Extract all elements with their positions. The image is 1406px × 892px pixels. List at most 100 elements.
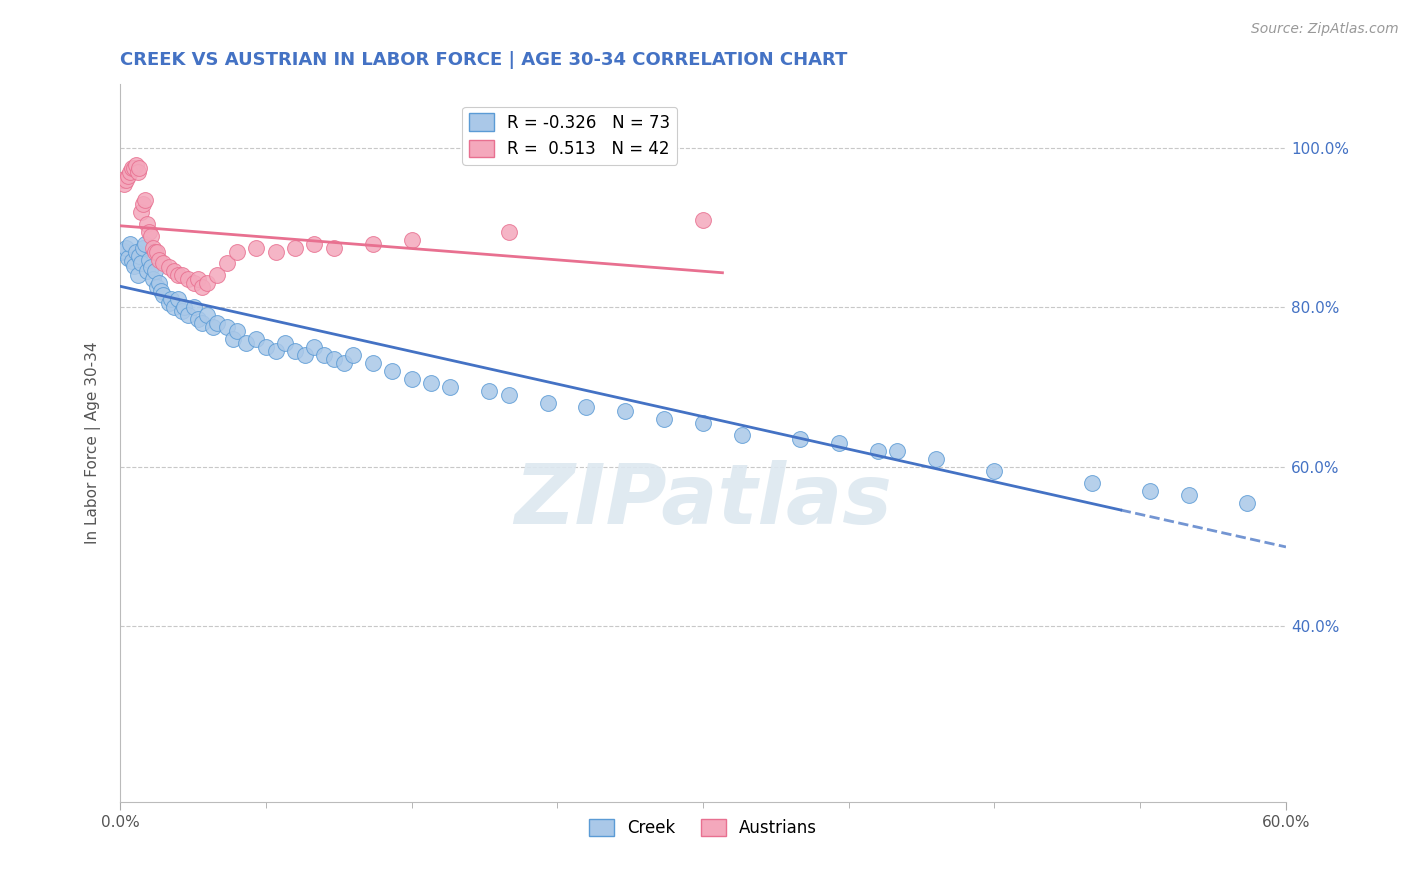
Point [245, 332, 267, 346]
Point [361, 356, 384, 370]
Point [420, 376, 443, 390]
Text: ZIPatlas: ZIPatlas [515, 459, 891, 541]
Point [925, 451, 948, 466]
Point [183, 277, 205, 291]
Point [112, 177, 135, 191]
Point [117, 251, 139, 265]
Point [1178, 488, 1201, 502]
Point [215, 256, 238, 270]
Point [124, 244, 146, 259]
Point [439, 380, 461, 394]
Point [143, 264, 166, 278]
Point [342, 348, 364, 362]
Point [138, 225, 160, 239]
Point [128, 248, 150, 262]
Point [322, 241, 344, 255]
Point [122, 161, 145, 175]
Point [614, 404, 637, 418]
Point [381, 364, 404, 378]
Point [115, 241, 138, 255]
Point [111, 173, 134, 187]
Point [134, 236, 156, 251]
Point [172, 268, 194, 283]
Point [828, 435, 851, 450]
Point [284, 241, 307, 255]
Point [152, 256, 174, 270]
Point [163, 264, 186, 278]
Point [183, 301, 205, 315]
Point [401, 372, 423, 386]
Point [146, 244, 169, 259]
Point [536, 396, 558, 410]
Point [866, 443, 889, 458]
Point [139, 260, 162, 275]
Point [146, 280, 169, 294]
Point [157, 296, 180, 310]
Point [401, 233, 423, 247]
Point [692, 212, 714, 227]
Point [142, 272, 165, 286]
Point [121, 254, 143, 268]
Point [254, 340, 277, 354]
Point [1236, 495, 1258, 509]
Point [187, 272, 209, 286]
Point [361, 236, 384, 251]
Point [121, 161, 143, 175]
Point [190, 280, 212, 294]
Point [152, 288, 174, 302]
Text: CREEK VS AUSTRIAN IN LABOR FORCE | AGE 30-34 CORRELATION CHART: CREEK VS AUSTRIAN IN LABOR FORCE | AGE 3… [120, 51, 848, 69]
Point [264, 244, 287, 259]
Point [117, 169, 139, 183]
Point [136, 264, 159, 278]
Point [983, 464, 1005, 478]
Point [173, 301, 195, 315]
Point [789, 432, 811, 446]
Point [498, 388, 520, 402]
Point [163, 301, 186, 315]
Text: Source: ZipAtlas.com: Source: ZipAtlas.com [1251, 22, 1399, 37]
Point [118, 236, 141, 251]
Point [225, 244, 247, 259]
Point [157, 260, 180, 275]
Point [1080, 475, 1102, 490]
Point [131, 204, 153, 219]
Point [148, 277, 170, 291]
Point [132, 241, 155, 255]
Point [138, 252, 160, 267]
Point [136, 217, 159, 231]
Point [205, 268, 228, 283]
Legend: Creek, Austrians: Creek, Austrians [582, 812, 824, 844]
Point [134, 193, 156, 207]
Point [284, 344, 307, 359]
Point [167, 293, 190, 307]
Point [159, 293, 181, 307]
Point [294, 348, 316, 362]
Point [122, 259, 145, 273]
Point [142, 241, 165, 255]
Point [128, 161, 150, 175]
Point [167, 268, 190, 283]
Point [264, 344, 287, 359]
Point [215, 320, 238, 334]
Point [692, 416, 714, 430]
Point [322, 352, 344, 367]
Point [235, 336, 257, 351]
Point [111, 245, 134, 260]
Point [222, 332, 245, 346]
Point [202, 320, 225, 334]
Point [143, 244, 166, 259]
Point [187, 312, 209, 326]
Point [205, 316, 228, 330]
Point [132, 196, 155, 211]
Point [177, 272, 200, 286]
Point [197, 277, 219, 291]
Point [304, 236, 326, 251]
Point [478, 384, 501, 398]
Point [112, 244, 135, 258]
Point [731, 428, 754, 442]
Point [131, 256, 153, 270]
Point [498, 225, 520, 239]
Point [332, 356, 354, 370]
Point [127, 165, 149, 179]
Point [149, 285, 172, 299]
